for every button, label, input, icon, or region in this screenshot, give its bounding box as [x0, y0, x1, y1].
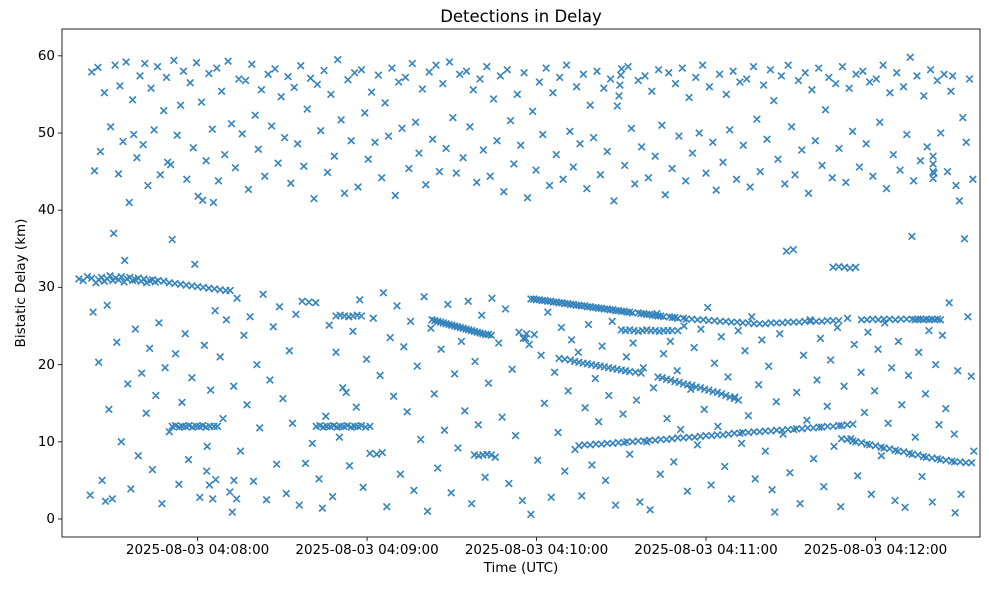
- x-tick-label-2: 2025-08-03 04:10:00: [464, 542, 609, 558]
- y-tick-label-0: 0: [46, 511, 55, 527]
- x-tick-label-3: 2025-08-03 04:11:00: [634, 542, 778, 558]
- scatter-points: [75, 53, 978, 519]
- y-tick-label-6: 60: [37, 47, 55, 64]
- y-tick-label-4: 40: [37, 202, 55, 219]
- axes-frame: [61, 28, 981, 538]
- x-tick-label-0: 2025-08-03 04:08:00: [125, 542, 270, 558]
- x-axis-label: Time (UTC): [483, 560, 559, 576]
- y-tick-label-1: 10: [37, 433, 55, 450]
- y-tick-label-2: 20: [37, 356, 55, 373]
- y-tick-label-5: 50: [37, 124, 55, 141]
- x-tick-label-4: 2025-08-03 04:12:00: [803, 542, 948, 558]
- x-tick-label-1: 2025-08-03 04:09:00: [295, 542, 439, 558]
- chart-title: Detections in Delay: [440, 7, 602, 26]
- y-tick-label-3: 30: [37, 279, 55, 296]
- tick-marks: [58, 55, 876, 541]
